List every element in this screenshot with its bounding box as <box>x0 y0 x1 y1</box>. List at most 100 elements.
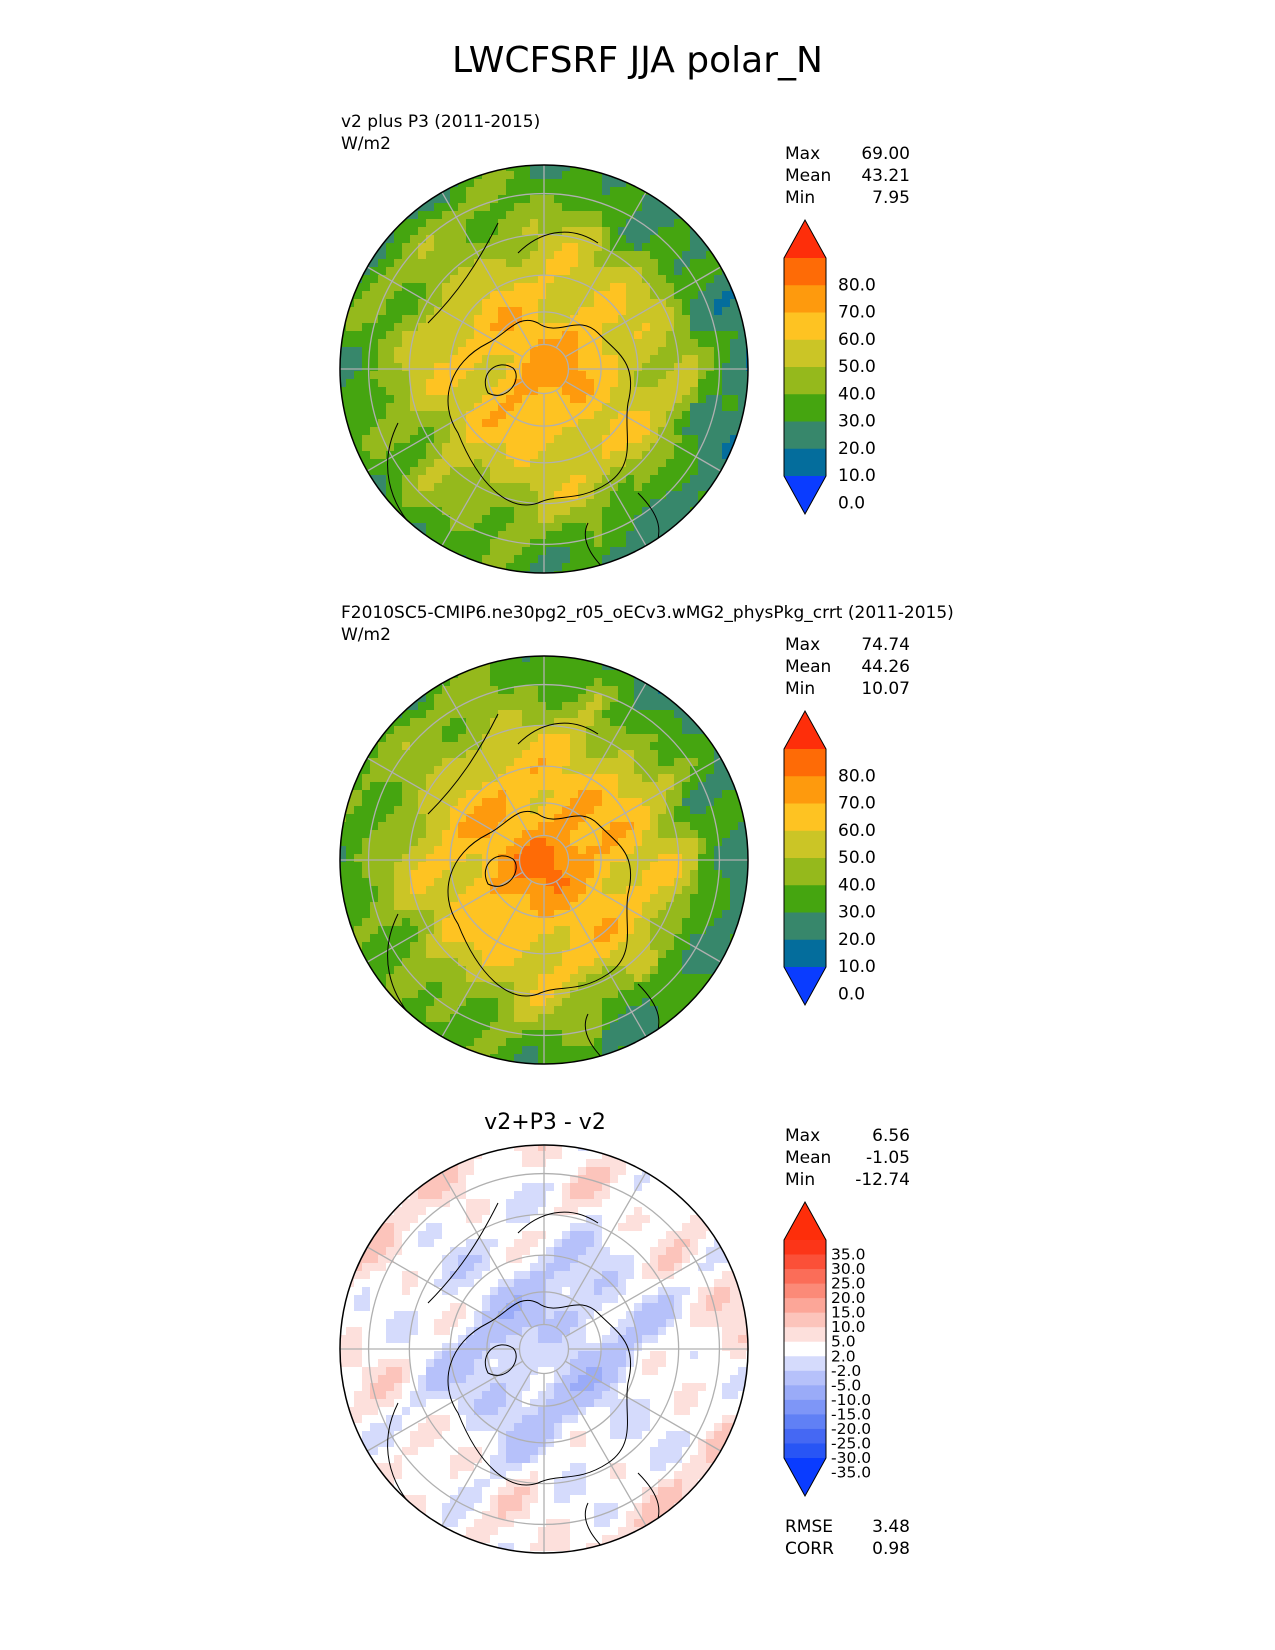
panel-3-field-cell <box>522 1191 531 1200</box>
panel-2-field-cell <box>586 782 595 791</box>
panel-2-field-cell <box>722 934 731 943</box>
panel-3-field-cell <box>610 1199 619 1208</box>
panel-2-field-cell <box>618 686 627 695</box>
panel-2-field-cell <box>562 942 571 951</box>
panel-3-field-cell <box>594 1167 603 1176</box>
panel-1-field-cell <box>554 459 563 468</box>
panel-1-field-cell <box>546 387 555 396</box>
panel-2-field-cell <box>378 750 387 759</box>
panel-2-field-cell <box>522 782 531 791</box>
panel-1-field-cell <box>658 275 667 284</box>
panel-1-field-cell <box>690 235 699 244</box>
panel-2-field-cell <box>490 990 499 999</box>
panel-2-field-cell <box>690 886 699 895</box>
panel-2-field-cell <box>730 886 739 895</box>
panel-2-field-cell <box>482 966 491 975</box>
panel-3-field-cell <box>482 1151 491 1160</box>
panel-1-field-cell <box>370 475 379 484</box>
panel-1-field-cell <box>634 475 643 484</box>
panel-3-field-cell <box>562 1199 571 1208</box>
panel-3-field-cell <box>578 1175 587 1184</box>
panel-2-field-cell <box>602 718 611 727</box>
panel-2-field-cell <box>674 878 683 887</box>
panel-1-field-cell <box>362 291 371 300</box>
panel-2-field-cell <box>610 982 619 991</box>
panel-1-field-cell <box>418 459 427 468</box>
panel-1-field-cell <box>474 379 483 388</box>
panel-2-field-cell <box>458 854 467 863</box>
panel-1-field-cell <box>658 267 667 276</box>
panel-2-field-cell <box>410 734 419 743</box>
panel-2-field-cell <box>586 958 595 967</box>
panel-1-field-cell <box>498 555 507 564</box>
panel-2-field-cell <box>634 902 643 911</box>
panel-2-field-cell <box>610 742 619 751</box>
panel-1-field-cell <box>386 339 395 348</box>
panel-2-field-cell <box>370 766 379 775</box>
panel-2-field-cell <box>618 1054 627 1063</box>
panel-1-field-cell <box>506 547 515 556</box>
panel-2-field-cell <box>546 974 555 983</box>
panel-3-field-cell <box>418 1191 427 1200</box>
panel-2-field-cell <box>498 934 507 943</box>
panel-1-field-cell <box>674 499 683 508</box>
panel-2-meridian <box>564 757 721 849</box>
panel-2-field-cell <box>554 886 563 895</box>
panel-1-field-cell <box>602 427 611 436</box>
panel-1-field-cell <box>642 275 651 284</box>
panel-1-field-cell <box>578 291 587 300</box>
panel-1-field-cell <box>442 355 451 364</box>
panel-1-field-cell <box>578 459 587 468</box>
panel-3-field-cell <box>682 1215 691 1224</box>
panel-2-field-cell <box>514 656 523 663</box>
panel-1-field-cell <box>410 443 419 452</box>
panel-1-field-cell <box>482 539 491 548</box>
panel-1-field-cell <box>562 227 571 236</box>
panel-2-field-cell <box>570 806 579 815</box>
panel-1-field-cell <box>458 267 467 276</box>
panel-2-field-cell <box>658 846 667 855</box>
panel-2-field-cell <box>490 870 499 879</box>
panel-1-field-cell <box>490 379 499 388</box>
panel-2-field-cell <box>666 942 675 951</box>
panel-1-field-cell <box>394 491 403 500</box>
panel-1-field-cell <box>514 235 523 244</box>
panel-2-field-cell <box>610 694 619 703</box>
panel-1-field-cell <box>586 499 595 508</box>
panel-1-field-cell <box>682 347 691 356</box>
panel-1-field-cell <box>634 299 643 308</box>
panel-2-field-cell <box>426 902 435 911</box>
panel-2-field-cell <box>706 790 715 799</box>
panel-1-field-cell <box>562 443 571 452</box>
panel-1-field-cell <box>418 443 427 452</box>
panel-1-field-cell <box>586 315 595 324</box>
panel-2-field-cell <box>362 742 371 751</box>
panel-2-field-cell <box>466 1022 475 1031</box>
panel-1-field-cell <box>458 403 467 412</box>
panel-3-field-cell <box>426 1199 435 1208</box>
panel-2-field-cell <box>482 678 491 687</box>
panel-1-field-cell <box>530 235 539 244</box>
panel-1-field-cell <box>450 499 459 508</box>
panel-2-field-cell <box>482 742 491 751</box>
panel-2-field-cell <box>490 918 499 927</box>
panel-2-field-cell <box>722 814 731 823</box>
panel-1-field-cell <box>722 443 731 452</box>
panel-1-field-cell <box>514 347 523 356</box>
panel-1-field-cell <box>410 195 419 204</box>
panel-1-field-cell <box>450 331 459 340</box>
panel-2-field-cell <box>498 734 507 743</box>
panel-2-field-cell <box>530 758 539 767</box>
panel-2-field-cell <box>530 656 539 663</box>
panel-2-field-cell <box>698 798 707 807</box>
panel-1-field-cell <box>378 227 387 236</box>
panel-1-field-cell <box>610 165 619 172</box>
panel-2-field-cell <box>562 966 571 975</box>
panel-1-field-cell <box>586 211 595 220</box>
panel-1-field-cell <box>450 251 459 260</box>
panel-1-field-cell <box>602 507 611 516</box>
panel-1-field-cell <box>522 331 531 340</box>
panel-2-field-cell <box>458 942 467 951</box>
panel-3-field-cell <box>642 1183 651 1192</box>
panel-2-field-cell <box>546 918 555 927</box>
